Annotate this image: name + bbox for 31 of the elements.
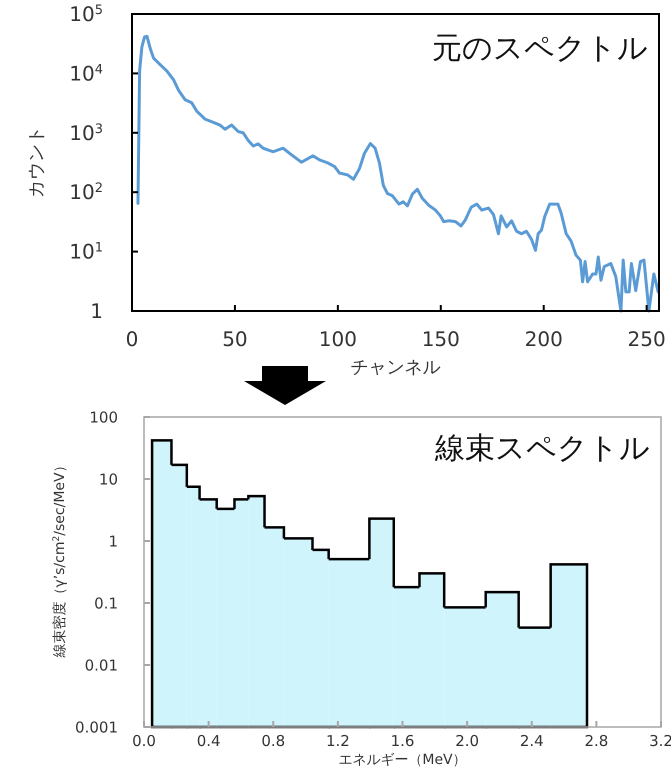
x-tick-label: 50 xyxy=(222,327,248,351)
y-tick-label: 0.01 xyxy=(84,656,118,674)
x-tick-label: 1.2 xyxy=(326,732,350,750)
text: 線束スペクトル xyxy=(434,431,650,466)
x-tick-label: 2.0 xyxy=(455,732,480,750)
y-tick-label: 1 xyxy=(90,299,103,323)
y-tick-label: 10$^{1}$ xyxy=(69,240,103,264)
x-tick-label: 2.4 xyxy=(520,732,544,750)
y-tick-label: 10$^{2}$ xyxy=(69,180,103,204)
x-tick-label: 250 xyxy=(628,327,666,351)
y-tick-label: 10$^{5}$ xyxy=(69,2,103,26)
y-tick-label: 0.001 xyxy=(75,718,118,736)
x-tick-label: 0 xyxy=(126,327,138,351)
x-tick-label: 0.8 xyxy=(261,732,286,750)
x-tick-label: 0.4 xyxy=(196,732,221,750)
y-tick-label: 10$^{4}$ xyxy=(69,61,103,86)
x-axis-title: エネルギー（MeV） xyxy=(338,752,467,768)
y-axis-title: カウント xyxy=(26,126,47,198)
x-tick-label: 0.0 xyxy=(132,732,156,750)
y-tick-label: 10 xyxy=(98,470,118,488)
y-tick-label: 10$^{3}$ xyxy=(69,120,103,145)
x-tick-label: 150 xyxy=(422,327,460,351)
x-tick-label: 200 xyxy=(524,327,563,351)
text: 元のスペクトル xyxy=(432,31,648,66)
y-tick-label: 0.1 xyxy=(94,594,118,612)
x-tick-label: 2.8 xyxy=(584,732,608,750)
y-tick-label: 1 xyxy=(108,532,118,550)
x-tick-label: 100 xyxy=(318,327,357,351)
x-axis-title: チャンネル xyxy=(350,357,440,378)
y-tick-label: 100 xyxy=(89,408,118,426)
x-tick-label: 1.6 xyxy=(390,732,414,750)
